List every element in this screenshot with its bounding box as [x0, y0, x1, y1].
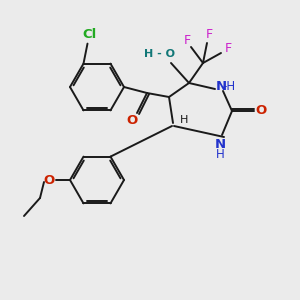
- Text: H: H: [216, 148, 224, 160]
- Text: H: H: [180, 115, 188, 125]
- Text: -H: -H: [222, 80, 236, 92]
- Text: F: F: [206, 28, 213, 41]
- Text: O: O: [126, 113, 138, 127]
- Text: N: N: [214, 137, 226, 151]
- Text: H - O: H - O: [143, 49, 175, 59]
- Text: F: F: [183, 34, 190, 46]
- Text: O: O: [44, 173, 55, 187]
- Text: F: F: [224, 41, 232, 55]
- Text: Cl: Cl: [82, 28, 97, 41]
- Text: O: O: [255, 104, 267, 118]
- Text: N: N: [215, 80, 226, 92]
